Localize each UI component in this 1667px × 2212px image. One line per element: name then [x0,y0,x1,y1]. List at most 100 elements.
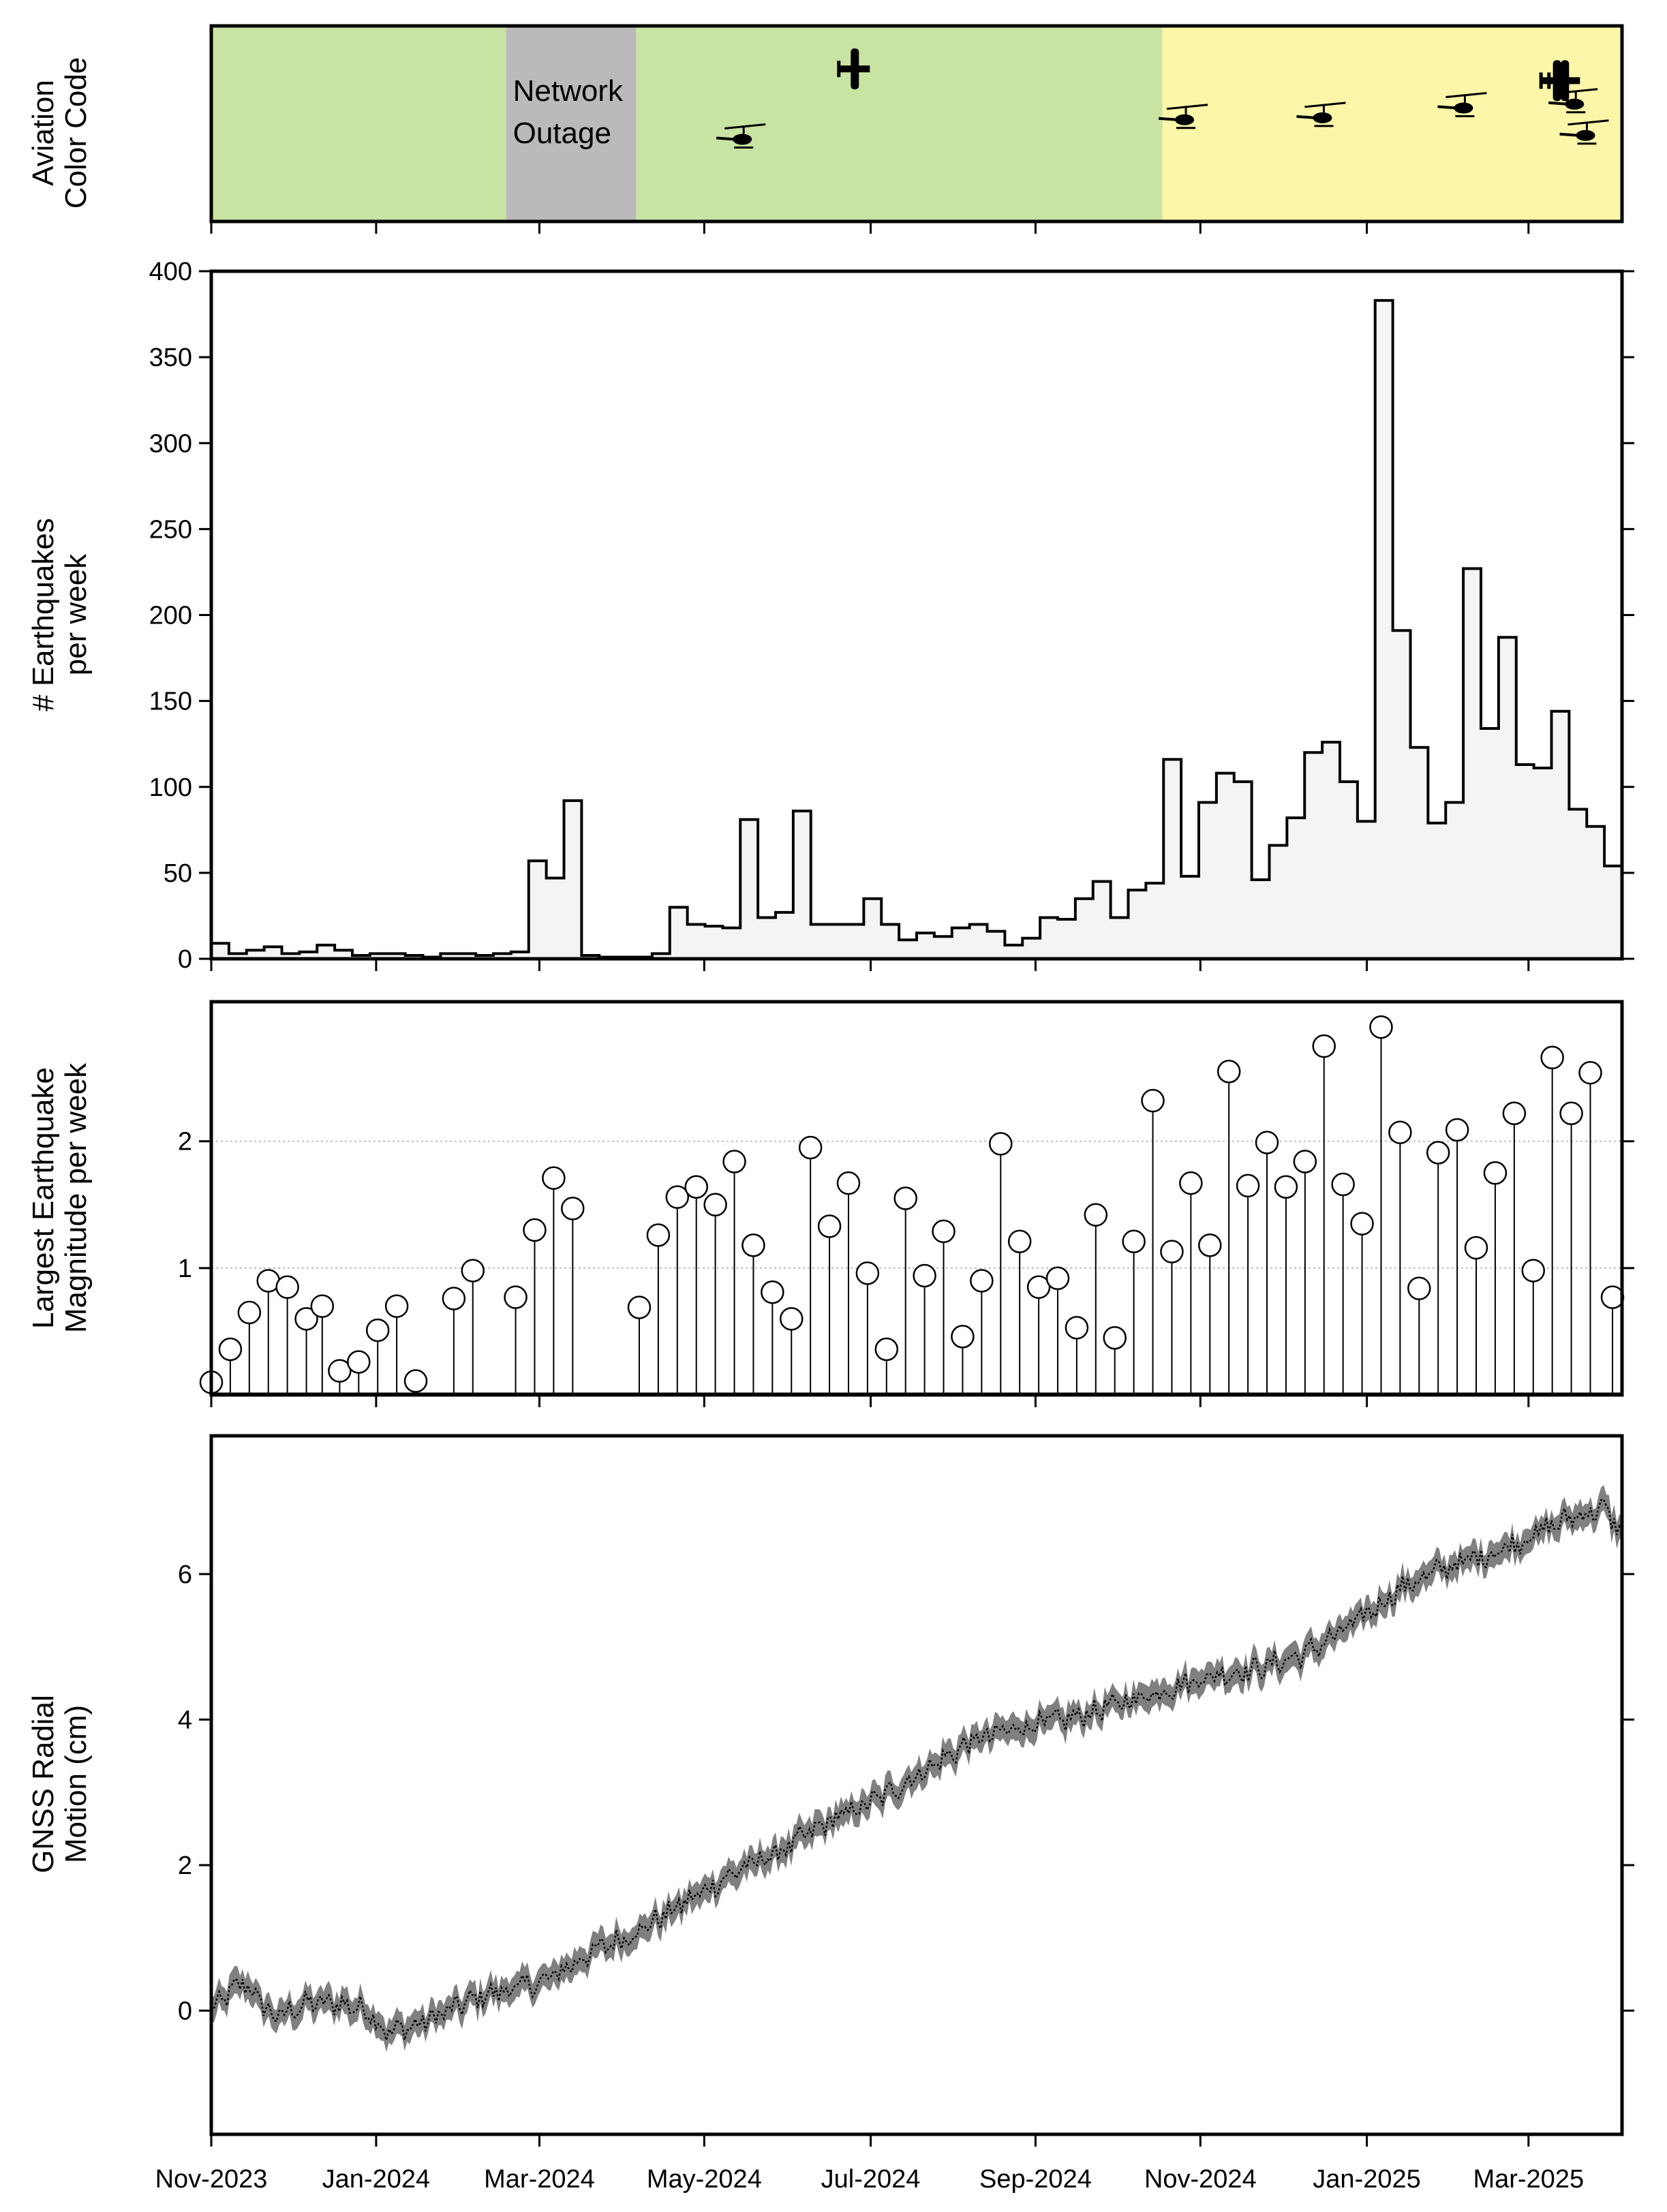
earthquake-count-step-line [211,298,1622,959]
magnitude-marker-53 [1293,1150,1317,1173]
magnitude-marker-26 [780,1307,804,1331]
magnitude-marker-43 [1103,1325,1127,1350]
eq-ytick-label-5: 250 [149,515,192,544]
magnitude-marker-31 [874,1337,899,1362]
gnss-frame [209,1434,1624,2136]
magnitude-marker-33 [913,1263,936,1288]
magnitude-marker-54 [1312,1034,1336,1058]
earthquake-frame [209,269,1624,961]
gnss-uncertainty-band [211,1485,1622,2052]
airplane-tail [1547,72,1551,89]
helicopter-body [1454,102,1473,114]
helicopter-tail [1296,114,1316,119]
helicopter-tail [1437,105,1457,110]
magnitude-marker-35 [951,1325,975,1349]
helicopter-tail [1548,101,1568,106]
magnitude-marker-19 [646,1223,671,1247]
magnitude-marker-30 [855,1261,880,1285]
helicopter-rotor [1557,88,1598,95]
magnitude-marker-56 [1350,1212,1374,1235]
eq-ytick-label-8: 400 [149,258,192,286]
magnitude-marker-17 [561,1197,585,1220]
mag-ylabel-line1: Largest Earthquake [27,1067,60,1329]
helicopter-rotor [1166,104,1208,110]
magnitude-marker-2 [237,1300,262,1325]
magnitude-marker-34 [932,1219,955,1244]
magnitude-marker-22 [703,1193,727,1217]
magnitude-marker-24 [741,1233,765,1257]
magnitude-marker-40 [1045,1266,1070,1291]
eq-ylabel-line2: per week [59,553,93,676]
magnitude-marker-46 [1160,1240,1184,1263]
magnitude-marker-21 [684,1175,708,1199]
magnitude-marker-27 [798,1135,823,1160]
gnss-panel: 0 2 4 6 GNSS Radial Motion (cm) [27,1434,1634,2147]
color-band-1 [506,26,637,221]
magnitude-marker-9 [365,1318,390,1342]
magnitude-marker-13 [461,1259,485,1282]
magnitude-marker-15 [523,1218,547,1242]
helicopter-icon [1559,119,1609,145]
helicopter-tail [716,136,736,141]
magnitude-marker-37 [989,1132,1013,1156]
eq-ytick-label-7: 350 [149,343,192,372]
mag-ylabel-line2: Magnitude per week [59,1062,93,1333]
magnitude-marker-23 [722,1150,746,1173]
magnitude-marker-36 [970,1269,994,1293]
earthquake-count-panel: 0 50 100 150 200 250 300 350 400 # Earthquakes per… [27,258,1634,974]
magnitude-marker-20 [665,1185,690,1209]
magnitude-marker-7 [328,1359,352,1383]
magnitude-marker-4 [275,1275,299,1300]
gnss-ytick-label-1: 2 [178,1852,192,1880]
x-tick-label-0: Nov-2023 [155,2165,268,2194]
magnitude-marker-10 [384,1294,409,1318]
x-tick-label-1: Jan-2024 [322,2165,430,2194]
gnss-ytick-label-2: 4 [178,1706,192,1734]
magnitude-frame [209,1000,1624,1397]
magnitude-marker-63 [1483,1161,1508,1185]
helicopter-body [733,134,752,145]
airplane-tail [837,61,841,78]
airplane-wing [1561,60,1570,102]
airplane-icon [1547,60,1580,102]
magnitude-marker-41 [1065,1316,1089,1340]
eq-ylabel-line1: # Earthquakes [27,518,60,711]
magnitude-marker-42 [1084,1203,1108,1227]
magnitude-marker-5 [294,1307,318,1331]
magnitude-marker-66 [1540,1045,1564,1070]
magnitude-marker-62 [1464,1235,1488,1260]
magnitude-marker-49 [1217,1060,1241,1084]
magnitude-marker-47 [1179,1171,1203,1195]
helicopter-rotor [724,123,766,129]
magnitude-marker-39 [1026,1275,1051,1300]
magnitude-marker-52 [1274,1175,1298,1199]
magnitude-marker-58 [1388,1120,1412,1144]
eq-ytick-label-6: 300 [149,429,192,458]
magnitude-marker-45 [1141,1088,1165,1113]
magnitude-marker-11 [403,1369,428,1393]
magnitude-marker-48 [1198,1233,1222,1257]
eq-ytick-label-3: 150 [149,688,192,716]
gnss-radial-line [211,1498,1623,2041]
x-tick-label-8: Mar-2025 [1473,2165,1584,2194]
helicopter-rotor [1446,92,1487,99]
magnitude-marker-38 [1007,1229,1032,1254]
airplane-tail [1539,72,1543,89]
airplane-icon [837,48,870,90]
eq-ytick-label-2: 100 [149,773,192,802]
magnitude-marker-12 [442,1287,466,1310]
helicopter-icon [716,123,766,149]
gnss-ytick-label-3: 6 [178,1561,192,1589]
helicopter-tail [1158,117,1178,121]
magnitude-marker-32 [893,1186,917,1210]
magnitude-marker-69 [1600,1285,1625,1309]
x-tick-label-2: Mar-2024 [484,2165,595,2194]
x-tick-label-6: Nov-2024 [1144,2165,1257,2194]
mag-ytick-label-0: 1 [178,1255,192,1283]
network-outage-label-line1: Network [513,74,624,108]
aviation-color-code-panel: Network Outage [209,24,1624,234]
color-band-0 [211,26,506,221]
magnitude-marker-60 [1426,1141,1450,1165]
magnitude-marker-29 [836,1171,861,1195]
